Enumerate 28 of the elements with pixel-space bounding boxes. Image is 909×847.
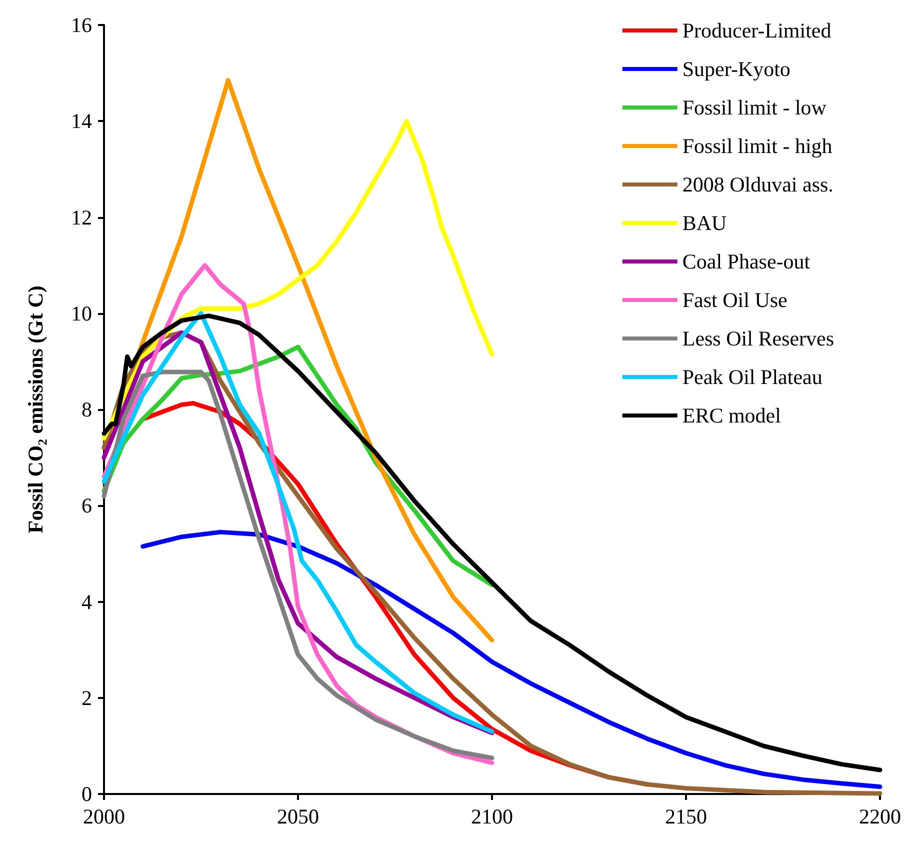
y-tick-label: 0: [82, 782, 92, 806]
legend-label: Fossil limit - high: [682, 134, 833, 158]
legend-label: Fossil limit - low: [682, 96, 828, 120]
x-tick-label: 2000: [83, 804, 125, 828]
y-tick-label: 4: [82, 590, 92, 614]
y-tick-label: 8: [82, 398, 92, 422]
legend-label: 2008 Olduvai ass.: [682, 172, 834, 196]
legend-label: Super-Kyoto: [682, 57, 790, 81]
y-tick-label: 10: [71, 301, 92, 326]
line-series: [140, 530, 882, 790]
x-tick-label: 2200: [859, 804, 901, 828]
y-tick-label: 16: [71, 13, 92, 37]
x-tick-label: 2100: [471, 804, 513, 828]
x-tick-label: 2050: [277, 804, 319, 828]
line-series: [102, 118, 494, 441]
x-tick-label: 2150: [665, 804, 707, 828]
legend-label: Fast Oil Use: [682, 288, 788, 312]
y-axis-title: Fossil CO₂ emissions (Gt C): [24, 286, 48, 534]
legend-label: Coal Phase-out: [682, 250, 810, 274]
legend-label: Producer-Limited: [682, 18, 832, 42]
y-tick-label: 14: [71, 109, 92, 134]
y-tick-label: 6: [82, 494, 92, 518]
y-tick-label: 2: [82, 686, 92, 710]
y-tick-label: 12: [71, 205, 92, 230]
legend-label: Less Oil Reserves: [682, 326, 834, 350]
legend-label: BAU: [682, 211, 727, 235]
legend-label: ERC model: [682, 404, 782, 428]
legend-label: Peak Oil Plateau: [682, 365, 823, 389]
